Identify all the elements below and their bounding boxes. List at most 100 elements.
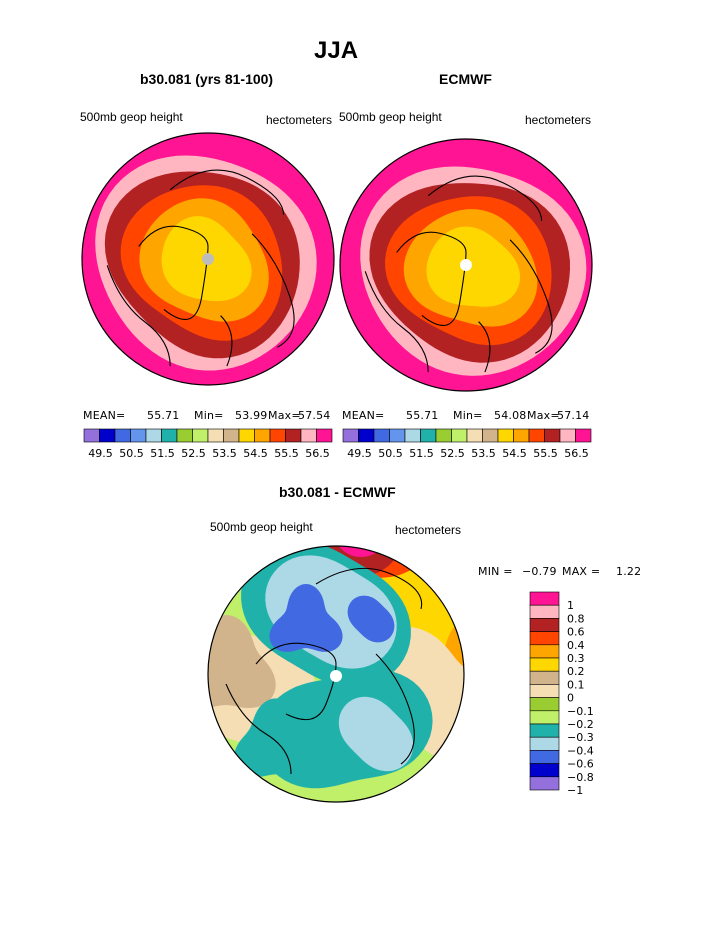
- panel1-colorbar-box-7: [192, 428, 209, 443]
- panel1-colorbar-box-2: [114, 428, 131, 443]
- panel2-mean-label: MEAN=: [342, 409, 385, 422]
- panel1-colorbar-tick: 54.5: [243, 447, 268, 460]
- panel3-colorbar-tick: −0.4: [567, 744, 594, 757]
- panel1-max-value: 57.54: [298, 409, 331, 422]
- panel2-colorbar-box-0: [342, 428, 359, 443]
- panel3-colorbar-tick: 0.4: [567, 639, 585, 652]
- panel1-colorbar-box-15: [316, 428, 333, 443]
- panel3-colorbar-tick: 1: [567, 599, 574, 612]
- panel3-colorbar-box-6: [529, 670, 560, 685]
- panel2-colorbar-box-4: [404, 428, 421, 443]
- panel2-colorbar-box-1: [358, 428, 375, 443]
- panel1-coastline-0: [138, 225, 209, 320]
- panel3-colorbar-box-0: [529, 591, 560, 606]
- panel2-coastline-1: [427, 175, 543, 221]
- panel3-coastline-1: [315, 567, 423, 610]
- panel1-colorbar-tick: 56.5: [305, 447, 330, 460]
- panel1-colorbar-box-11: [254, 428, 271, 443]
- panel2-mean-value: 55.71: [406, 409, 439, 422]
- panel3-colorbar-tick: −0.6: [567, 758, 594, 771]
- panel3-coastline-2: [375, 653, 415, 765]
- panel3-colorbar-tick: 0.2: [567, 665, 585, 678]
- panel2-colorbar-tick: 51.5: [409, 447, 434, 460]
- panel3-colorbar-box-12: [529, 750, 560, 764]
- panel2-colorbar-box-14: [559, 428, 576, 443]
- panel3-colorbar-box-10: [529, 723, 560, 738]
- panel1-min-value: 53.99: [235, 409, 268, 422]
- panel3-colorbar-box-7: [529, 684, 560, 698]
- panel2-min-label: Min=: [453, 409, 483, 422]
- panel3-colorbar-tick: −0.1: [567, 705, 594, 718]
- panel3-title: b30.081 - ECMWF: [279, 484, 396, 500]
- panel3-north-blue: [269, 584, 343, 652]
- panel2-colorbar-tick: 52.5: [440, 447, 465, 460]
- panel1-colorbar-box-4: [145, 428, 162, 443]
- panel1-colorbar-tick: 49.5: [88, 447, 113, 460]
- panel3-min-value: −0.79: [522, 565, 557, 578]
- panel1-colorbar-box-5: [161, 428, 178, 443]
- panel2-colorbar-box-11: [513, 428, 530, 443]
- panel3-colorbar-tick: 0: [567, 692, 574, 705]
- panel1-max-label: Max=: [268, 409, 301, 422]
- panel2-colorbar-box-5: [420, 428, 437, 443]
- panel3-max-label: MAX =: [562, 565, 601, 578]
- panel2-right-label: hectometers: [525, 113, 592, 127]
- panel3-colorbar-box-4: [529, 644, 560, 659]
- panel2-coastline-0: [396, 231, 467, 326]
- panel2-max-label: Max=: [527, 409, 560, 422]
- panel2-colorbar-box-15: [575, 428, 592, 443]
- panel3-colorbar-tick: 0.8: [567, 612, 585, 625]
- panel2-colorbar-box-13: [544, 428, 561, 443]
- panel2-colorbar-box-6: [435, 428, 452, 443]
- panel2-map: [340, 139, 592, 391]
- panel2-colorbar-box-2: [373, 428, 390, 443]
- panel3-map-border: [207, 545, 465, 803]
- panel3-north-blue-2: [347, 595, 395, 643]
- panel2-colorbar-tick: 55.5: [533, 447, 558, 460]
- panel1-coastline-2: [251, 233, 295, 348]
- panel3-colorbar-tick: −0.8: [567, 771, 594, 784]
- panel3-colorbar-box-1: [529, 604, 560, 619]
- panel3-colorbar-box-9: [529, 710, 560, 725]
- panel3-coastline-0: [255, 642, 337, 721]
- panel1-colorbar-tick: 51.5: [150, 447, 175, 460]
- panel1-colorbar-box-12: [269, 428, 286, 443]
- panel2-coastline-4: [478, 321, 491, 373]
- panel3-min-label: MIN =: [478, 565, 513, 578]
- panel3-map: [208, 546, 464, 802]
- panel3-colorbar-box-2: [529, 618, 560, 632]
- panel1-colorbar-box-1: [99, 428, 116, 443]
- panel1-colorbar-box-14: [300, 428, 317, 443]
- panel2-pole-marker: [460, 259, 472, 271]
- panel2-colorbar-tick: 53.5: [471, 447, 496, 460]
- panel1-colorbar-box-13: [285, 428, 302, 443]
- panel2-band-5: [426, 226, 520, 307]
- panel2-max-value: 57.14: [557, 409, 590, 422]
- panel1-min-label: Min=: [194, 409, 224, 422]
- panel3-colorbar-tick: 0.1: [567, 678, 585, 691]
- panel2-title: ECMWF: [439, 71, 492, 87]
- panel1-pole-marker: [202, 253, 214, 265]
- panel3-colorbar-box-11: [529, 736, 560, 751]
- panel1-colorbar-tick: 53.5: [212, 447, 237, 460]
- panel1-coastline-3: [106, 265, 171, 367]
- panel3-left-tan: [208, 615, 276, 708]
- panel1-coastline-1: [169, 169, 285, 215]
- panel3-colorbar-tick: −0.3: [567, 731, 594, 744]
- panel1-colorbar-box-3: [130, 428, 147, 443]
- panel1-colorbar-box-8: [207, 428, 224, 443]
- panel3-colorbar-box-8: [529, 697, 560, 712]
- panel2-colorbar-tick: 49.5: [347, 447, 372, 460]
- panel2-colorbar-box-12: [528, 428, 545, 443]
- panel3-max-value: 1.22: [616, 565, 642, 578]
- panel2-colorbar-box-3: [389, 428, 406, 443]
- page-title: JJA: [314, 37, 359, 64]
- panel2-colorbar-box-7: [451, 428, 468, 443]
- panel3-coastline-3: [225, 683, 292, 775]
- panel1-mean-value: 55.71: [147, 409, 180, 422]
- panel1-coastline-4: [220, 315, 233, 367]
- panel2-colorbar-box-10: [497, 428, 514, 443]
- panel1-colorbar-tick: 52.5: [181, 447, 206, 460]
- panel3-south-lightblue: [338, 696, 414, 772]
- panel2-map-border: [339, 138, 593, 392]
